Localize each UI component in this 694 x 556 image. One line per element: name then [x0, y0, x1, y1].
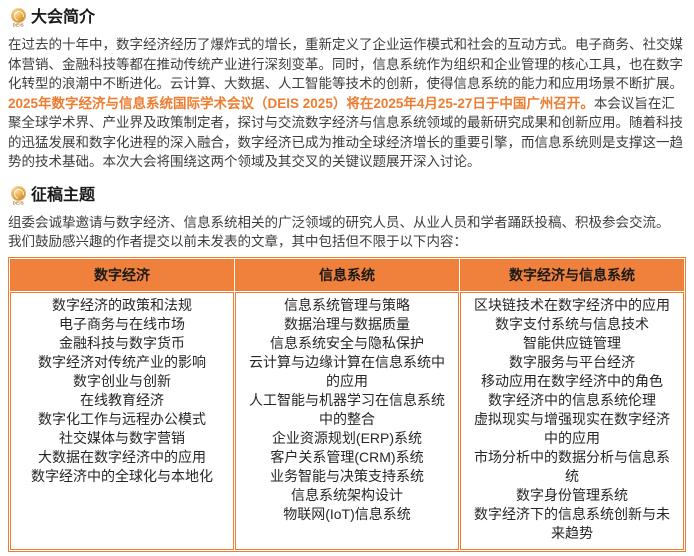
topic-item: 信息系统架构设计: [291, 486, 403, 503]
topic-item: 区块链技术在数字经济中的应用: [474, 296, 670, 313]
call-paragraph-encourage: 我们鼓励感兴趣的作者提交以前未发表的文章，其中包括但不限于以下内容：: [8, 234, 467, 249]
topic-item: 在线教育经济: [80, 391, 164, 408]
announcement-paragraph: 2025年数字经济与信息系统国际学术会议（DEIS 2025）将在2025年4月…: [8, 94, 686, 172]
topic-item: 电子商务与在线市场: [59, 315, 185, 332]
topic-item: 数字经济中的全球化与本地化: [31, 467, 213, 484]
topic-item: 智能供应链管理: [523, 334, 621, 351]
section-header-intro: DEIS 大会简介: [8, 8, 686, 30]
topics-header-row: 数字经济 信息系统 数字经济与信息系统: [10, 258, 684, 291]
topic-item: 数字服务与平台经济: [509, 353, 635, 370]
topics-header-information-systems: 信息系统: [235, 258, 459, 291]
topic-item: 社交媒体与数字营销: [59, 429, 185, 446]
topics-cell-information-systems: 信息系统管理与策略 数据治理与数据质量 信息系统安全与隐私保护云计算与边缘计算在信息…: [235, 291, 459, 550]
topic-item: 数字经济的政策和法规: [52, 296, 192, 313]
topic-item: 物联网(IoT)信息系统: [283, 505, 411, 522]
call-paragraph-invitation: 组委会诚挚邀请与数字经济、信息系统相关的广泛领域的研究人员、从业人员和学者踊跃投…: [8, 214, 670, 230]
section-title-call: 征稿主题: [31, 186, 96, 204]
topic-item: 数字经济中的信息系统伦理: [488, 391, 656, 408]
section-header-call: DEIS 征稿主题: [8, 185, 686, 208]
topics-header-combined: 数字经济与信息系统: [460, 258, 684, 291]
topic-item: 金融科技与数字货币: [59, 334, 185, 351]
deis-logo-icon: DEIS: [8, 8, 28, 30]
topic-item: 数据治理与数据质量: [284, 315, 410, 332]
deis-logo-circle: [10, 185, 26, 201]
topics-table: 数字经济 信息系统 数字经济与信息系统 数字经济的政策和法规 电子商务与在线市场金…: [8, 256, 686, 552]
topic-item: 市场分析中的数据分析与信息系统: [474, 448, 670, 484]
topic-item: 数字身份管理系统: [516, 486, 628, 503]
topic-item: 数字化工作与远程办公模式: [38, 410, 206, 427]
topic-item: 数字经济下的信息系统创新与未来趋势: [474, 505, 670, 541]
deis-logo-circle: [10, 8, 26, 23]
topic-item: 移动应用在数字经济中的角色: [481, 372, 663, 389]
topic-item: 信息系统安全与隐私保护: [270, 334, 424, 351]
conference-announcement-highlight: 2025年数字经济与信息系统国际学术会议（DEIS 2025）将在2025年4月…: [8, 95, 594, 111]
topic-item: 数字支付系统与信息技术: [495, 315, 649, 332]
topic-item: 客户关系管理(CRM)系统: [270, 448, 424, 465]
topic-item: 人工智能与机器学习在信息系统中的整合: [249, 391, 445, 427]
topics-body-row: 数字经济的政策和法规 电子商务与在线市场 金融科技与数字货币数字经济对传统产业的影响…: [10, 291, 684, 550]
topic-item: 信息系统管理与策略: [284, 296, 410, 313]
section-title-intro: 大会简介: [31, 9, 96, 26]
deis-logo-label: DEIS: [12, 199, 24, 205]
topic-item: 大数据在数字经济中的应用: [38, 448, 206, 465]
conference-announcement-rest: 本会议旨在汇聚全球学术界、产业界及政策制定者，探讨与交流数字经济与信息系统领域的…: [8, 95, 683, 170]
deis-logo-icon: DEIS: [8, 185, 28, 208]
topic-item: 数字创业与创新: [73, 372, 171, 389]
topics-header-digital-economy: 数字经济: [10, 258, 234, 291]
topic-item: 业务智能与决策支持系统: [270, 467, 424, 484]
topics-cell-digital-economy: 数字经济的政策和法规 电子商务与在线市场 金融科技与数字货币数字经济对传统产业的影响…: [10, 291, 234, 550]
intro-paragraph: 在过去的十年中，数字经济经历了爆炸式的增长，重新定义了企业运作模式和社会的互动方…: [8, 37, 683, 91]
topic-item: 虚拟现实与增强现实在数字经济中的应用: [474, 410, 670, 446]
deis-logo-label: DEIS: [12, 22, 24, 28]
topic-item: 数字经济对传统产业的影响: [38, 353, 206, 370]
topics-cell-combined: 区块链技术在数字经济中的应用 数字支付系统与信息技术 智能供应链管理 数字服务与平台经…: [460, 291, 684, 550]
topic-item: 企业资源规划(ERP)系统: [271, 429, 423, 446]
topic-item: 云计算与边缘计算在信息系统中的应用: [249, 353, 445, 389]
